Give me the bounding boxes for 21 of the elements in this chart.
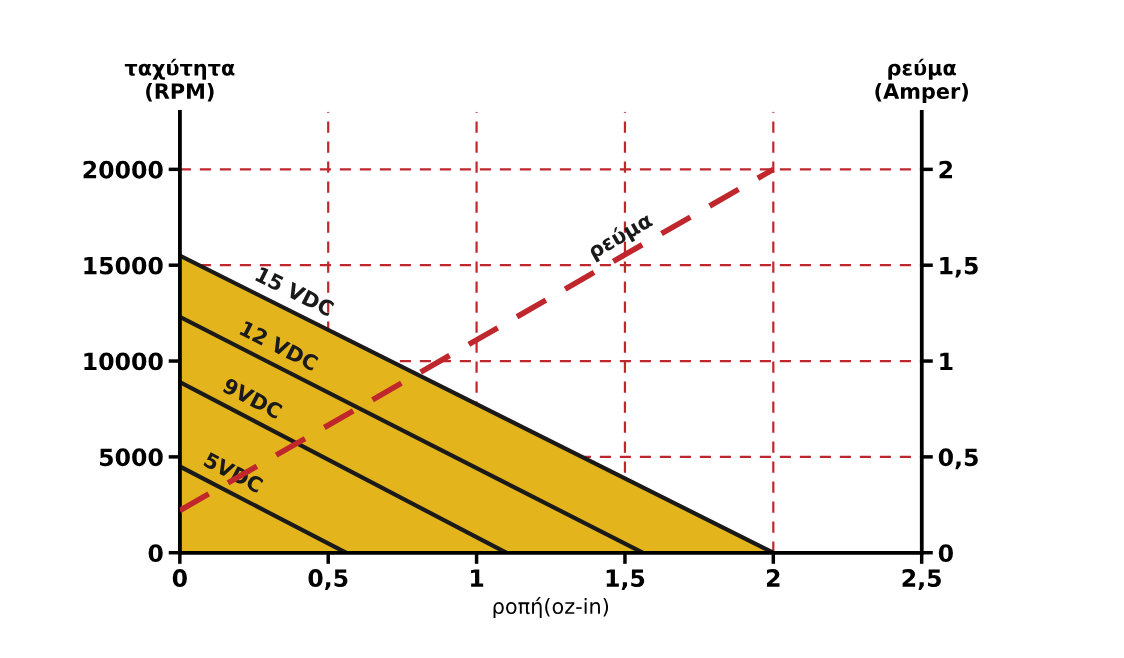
y-tick-label: 15000 xyxy=(84,256,163,275)
text: 15 VDC xyxy=(254,266,335,317)
x-tick-label: 2 xyxy=(766,569,780,587)
x-axis-title: ροπή(oz-in) xyxy=(493,597,609,619)
y2-tick-label: 1,5 xyxy=(940,256,978,278)
y2-axis-title: ρεύμα (Amper) xyxy=(875,58,968,104)
x-tick-label: 1,5 xyxy=(606,569,645,590)
x-tick-label: 0,5 xyxy=(308,569,348,590)
x-tick-label: 0 xyxy=(172,569,187,587)
y-tick-label: 0 xyxy=(148,544,163,563)
y-tick-label: 5000 xyxy=(99,448,163,467)
y-tick-label: 10000 xyxy=(84,352,163,371)
y-axis-title: ταχύτητα (RPM) xyxy=(124,58,235,102)
y2-tick-label: 2 xyxy=(939,160,953,179)
x-tick-label: 1 xyxy=(471,569,484,587)
y-tick-label: 20000 xyxy=(83,160,163,179)
y2-tick-label: 1 xyxy=(940,352,953,371)
y2-tick-label: 0,5 xyxy=(938,448,978,470)
x-tick-label: 2,5 xyxy=(902,569,941,590)
y2-tick-label: 0 xyxy=(938,544,953,563)
text: 12 VDC xyxy=(239,320,319,372)
